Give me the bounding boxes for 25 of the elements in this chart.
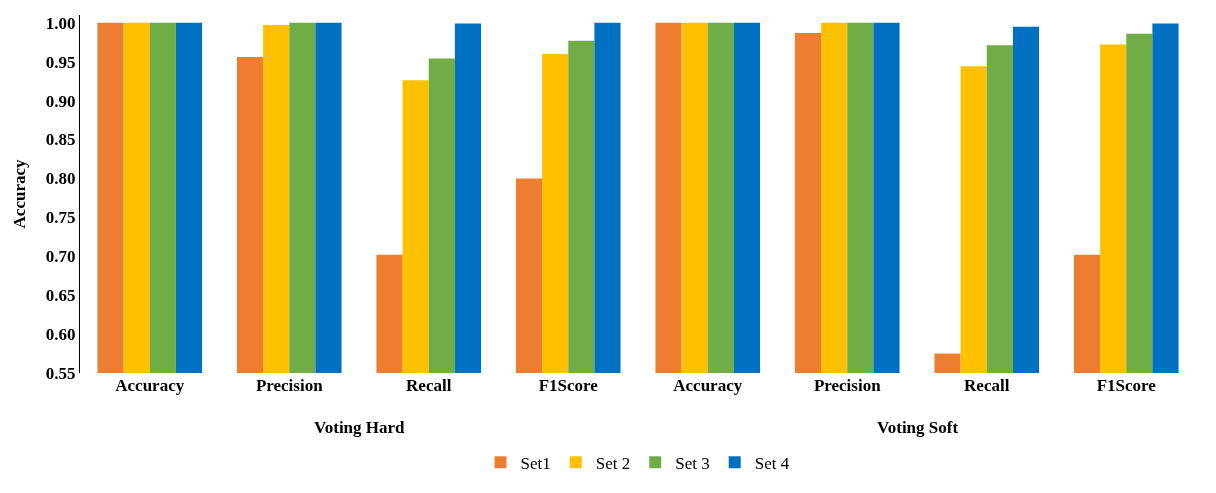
x-tick-label: Accuracy [115, 376, 185, 395]
y-tick-label: 0.65 [45, 286, 76, 306]
text: Voting Soft [877, 418, 959, 437]
y-tick-label: 0.95 [45, 52, 76, 72]
x-tick-label: Recall [406, 376, 452, 395]
x-tick-label: F1Score [538, 376, 599, 395]
y-tick-label: 0.80 [45, 169, 76, 189]
y-tick-label: 1.00 [45, 13, 76, 33]
x-tick-label: Precision [813, 376, 882, 395]
legend-label: Set 4 [754, 453, 790, 473]
legend-label: Set1 [520, 453, 551, 473]
text: Voting Hard [314, 418, 406, 437]
y-tick-label: 0.70 [45, 247, 76, 267]
y-tick-label: 0.85 [45, 130, 76, 150]
x-tick-label: Recall [964, 376, 1010, 395]
y-tick-label: 0.90 [45, 91, 76, 111]
y-tick-label: 0.55 [45, 363, 76, 383]
x-tick-label: Accuracy [673, 376, 743, 395]
legend-label: Set 2 [595, 453, 631, 473]
y-tick-label: 0.75 [45, 208, 76, 228]
x-tick-label: Precision [255, 376, 324, 395]
x-tick-label: F1Score [1096, 376, 1157, 395]
y-tick-label: 0.60 [45, 325, 76, 345]
y-axis-title: Accuracy [10, 159, 30, 229]
legend-label: Set 3 [675, 453, 710, 473]
